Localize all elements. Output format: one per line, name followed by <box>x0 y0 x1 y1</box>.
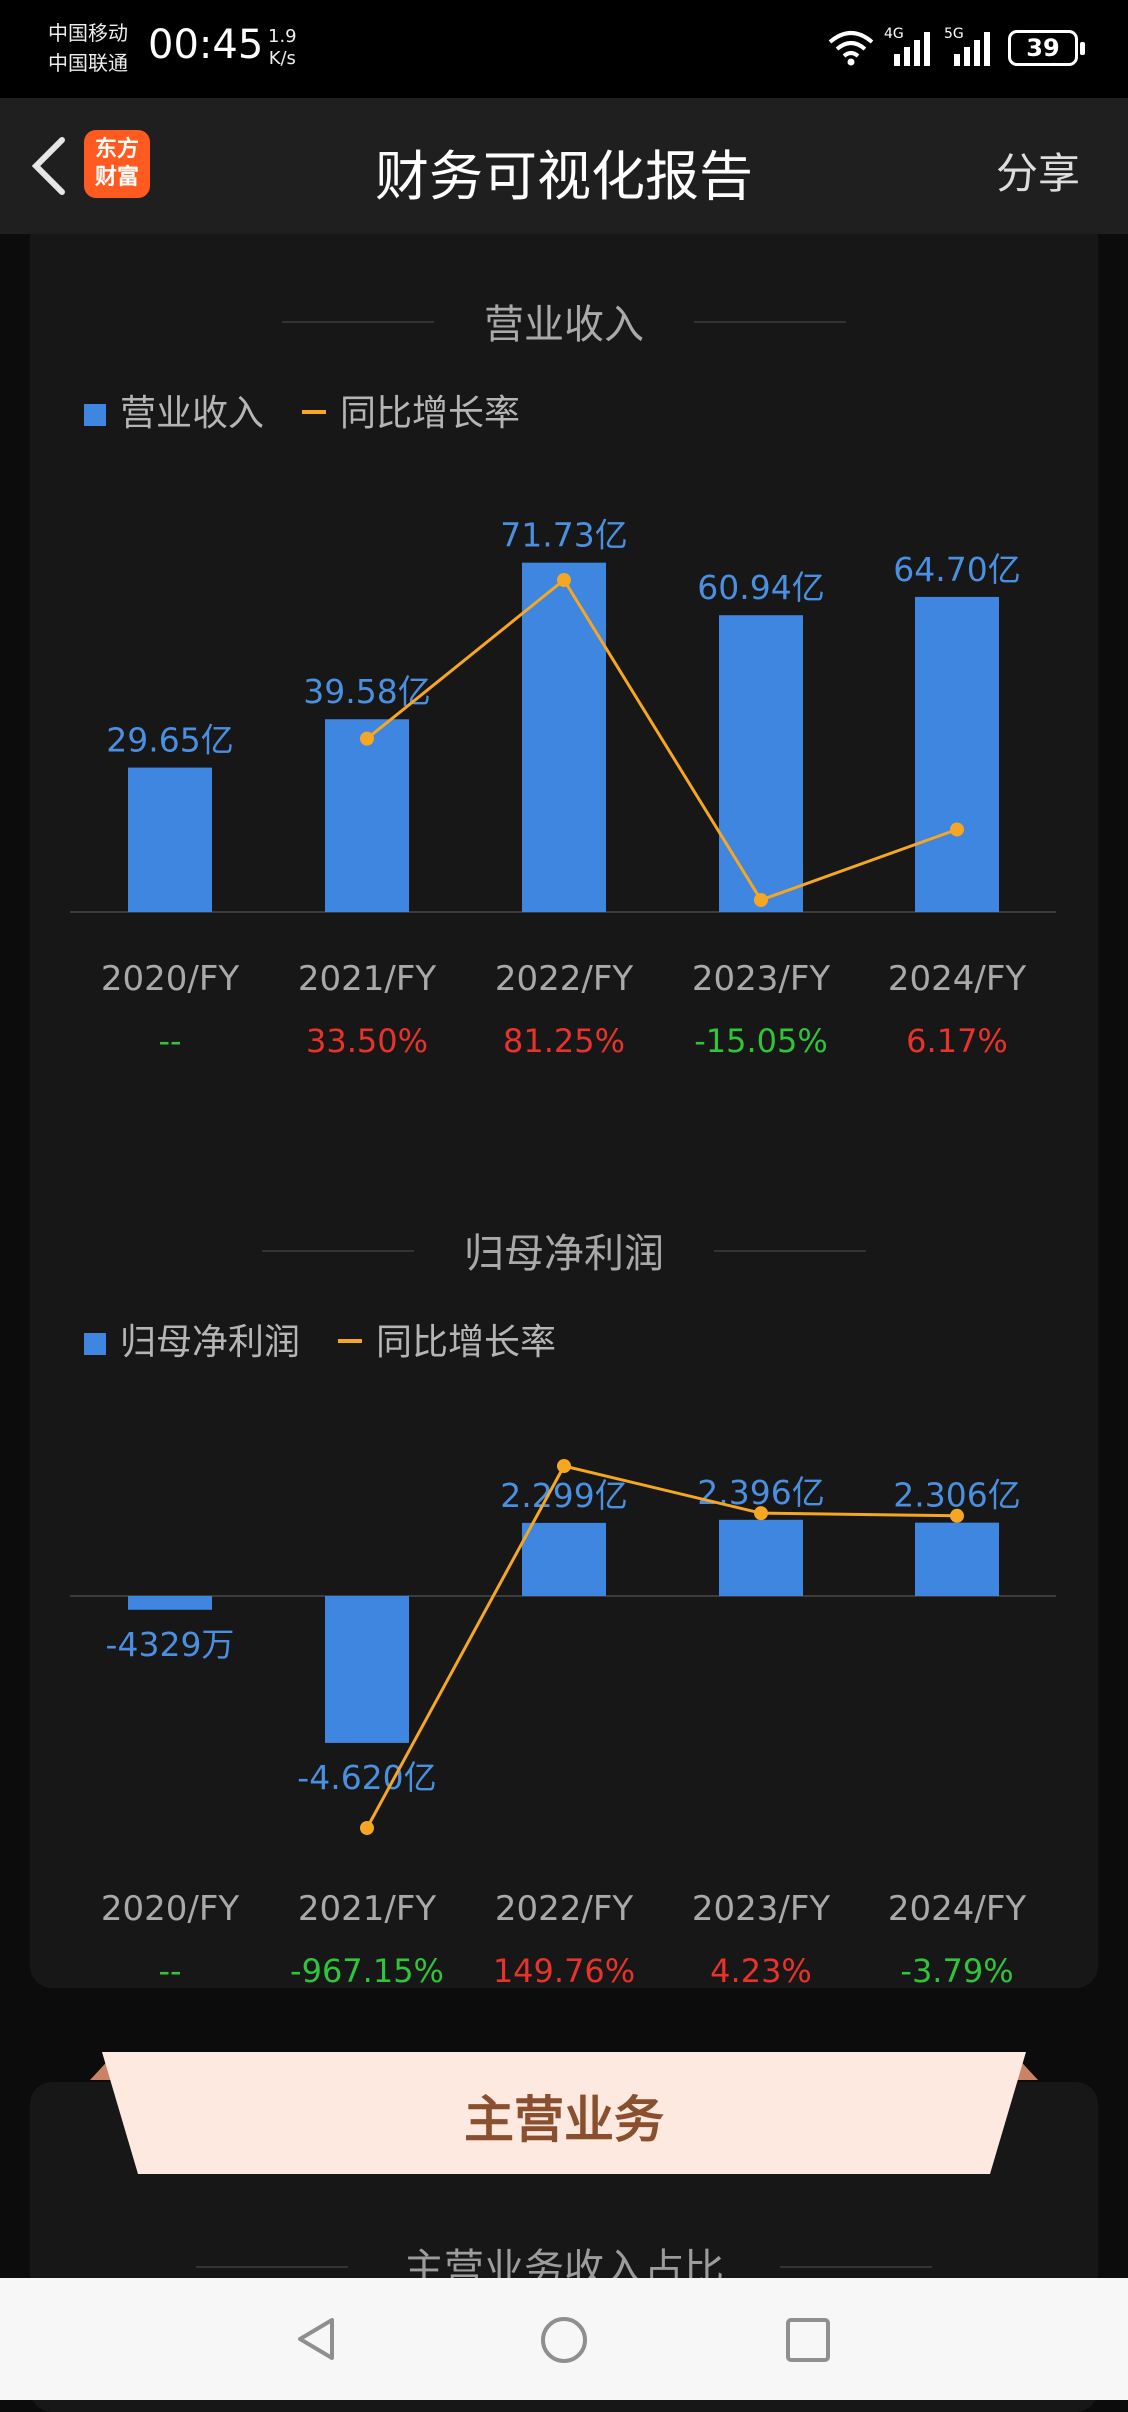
title-rule-right <box>714 1250 866 1252</box>
legend-bar-swatch <box>84 404 106 426</box>
bar-value-label: 60.94亿 <box>697 568 824 607</box>
bar-value-label: 29.65亿 <box>106 721 233 760</box>
title-rule-left <box>262 1250 414 1252</box>
legend-line-label: 同比增长率 <box>376 1322 557 1363</box>
carrier-1: 中国移动 <box>48 21 128 45</box>
title-rule-right <box>694 321 846 323</box>
bar-value-label: 64.70亿 <box>893 550 1020 589</box>
x-tick-label: 2023/FY <box>692 1889 831 1929</box>
growth-rate-point <box>557 573 571 587</box>
title-rule-left <box>196 2266 348 2268</box>
speed-unit: K/s <box>268 48 296 69</box>
status-time: 00:45 <box>148 22 264 68</box>
bar-2020/FY <box>128 1596 212 1610</box>
revenue-section-title: 营业收入 <box>484 302 644 348</box>
bar-2022/FY <box>522 562 606 912</box>
nav-back-icon[interactable] <box>294 2314 340 2364</box>
growth-rate-line <box>365 1464 958 1829</box>
profit-legend: 归母净利润 同比增长率 <box>84 1313 556 1365</box>
growth-rate-label: -15.05% <box>694 1022 828 1060</box>
legend-bar-swatch <box>84 1333 106 1355</box>
bar-value-label: 2.396亿 <box>697 1473 824 1512</box>
growth-rate-label: -- <box>158 1952 181 1990</box>
title-rule-right <box>780 2266 932 2268</box>
app-logo: 东方 财富 <box>84 130 150 198</box>
report-card <box>30 234 1098 1988</box>
growth-rate-point <box>360 731 374 746</box>
revenue-legend: 营业收入 同比增长率 <box>84 384 520 436</box>
bar-2023/FY <box>719 615 803 912</box>
battery-indicator: 39 <box>1008 30 1085 66</box>
bar-2024/FY <box>915 596 999 912</box>
profit-chart: -4329万 -4.620亿 2.299亿 2.396亿 2.306亿 2020/FY --… <box>70 1459 1056 1990</box>
status-bar: 中国移动 中国联通 00:45 1.9 K/s 4G 5G 39 <box>0 0 1128 98</box>
profit-section-title: 归母净利润 <box>464 1231 664 1277</box>
bar-value-label: 2.299亿 <box>500 1476 627 1515</box>
growth-rate-point <box>360 1821 374 1835</box>
growth-rate-line <box>366 577 958 902</box>
legend-line-swatch <box>302 410 327 414</box>
bar-value-label: 39.58亿 <box>303 672 430 711</box>
net-type-2: 5G <box>944 26 964 42</box>
bar-2024/FY <box>915 1522 999 1596</box>
bar-value-label: -4.620亿 <box>297 1758 436 1797</box>
revenue-chart: 29.65亿 39.58亿 71.73亿 60.94亿 64.70亿 2020/FY -- 2… <box>70 516 1056 1060</box>
x-tick-label: 2020/FY <box>101 1889 240 1929</box>
x-tick-label: 2022/FY <box>495 959 634 999</box>
bar-value-label: 2.306亿 <box>893 1476 1020 1515</box>
back-arrow-icon[interactable] <box>22 134 82 198</box>
carrier-info: 中国移动 中国联通 <box>48 18 128 78</box>
logo-line-1: 东方 <box>94 137 139 162</box>
growth-rate-point <box>754 1506 768 1521</box>
legend-line-swatch <box>338 1339 363 1343</box>
growth-rate-label: -967.15% <box>290 1952 444 1990</box>
title-rule-left <box>282 321 434 323</box>
bar-value-label: -4329万 <box>106 1625 235 1664</box>
main-business-title: 主营业务 <box>464 2091 664 2149</box>
network-speed: 1.9 K/s <box>268 26 297 70</box>
nav-recents-icon[interactable] <box>784 2316 832 2364</box>
carrier-2: 中国联通 <box>48 51 128 75</box>
growth-rate-point <box>557 1459 571 1473</box>
legend-bar-label: 营业收入 <box>120 393 265 434</box>
bar-value-label: 71.73亿 <box>500 516 627 555</box>
bar-2022/FY <box>522 1522 606 1596</box>
legend-line-label: 同比增长率 <box>340 393 521 434</box>
x-tick-label: 2021/FY <box>298 959 437 999</box>
growth-rate-label: 4.23% <box>710 1952 812 1990</box>
x-tick-label: 2024/FY <box>888 959 1027 999</box>
x-tick-label: 2023/FY <box>692 959 831 999</box>
growth-rate-label: 6.17% <box>906 1022 1008 1060</box>
growth-rate-point <box>754 893 768 907</box>
nav-home-icon[interactable] <box>538 2314 590 2366</box>
growth-rate-label: 81.25% <box>503 1022 625 1060</box>
signal-icon-2 <box>954 32 990 66</box>
legend-bar-label: 归母净利润 <box>120 1322 301 1363</box>
page-title: 财务可视化报告 <box>375 145 753 208</box>
system-nav-bar <box>0 2278 1128 2400</box>
x-tick-label: 2024/FY <box>888 1889 1027 1929</box>
growth-rate-label: -- <box>158 1022 181 1060</box>
growth-rate-label: 149.76% <box>493 1952 635 1990</box>
signal-icon-1 <box>894 32 930 66</box>
bar-2020/FY <box>128 767 212 912</box>
growth-rate-label: 33.50% <box>306 1022 428 1060</box>
bar-2021/FY <box>325 719 409 912</box>
speed-value: 1.9 <box>268 26 297 47</box>
wifi-icon <box>828 31 874 66</box>
main-business-banner <box>90 2052 1038 2174</box>
top-nav: 东方 财富 财务可视化报告 分享 <box>0 98 1128 234</box>
growth-rate-point <box>950 822 964 837</box>
x-tick-label: 2020/FY <box>101 959 240 999</box>
logo-line-2: 财富 <box>94 165 139 190</box>
bar-2023/FY <box>719 1519 803 1596</box>
x-tick-label: 2021/FY <box>298 1889 437 1929</box>
growth-rate-point <box>950 1508 964 1523</box>
net-type-1: 4G <box>884 26 904 42</box>
bar-2021/FY <box>325 1596 409 1743</box>
share-button[interactable]: 分享 <box>995 149 1080 198</box>
x-tick-label: 2022/FY <box>495 1889 634 1929</box>
growth-rate-label: -3.79% <box>900 1952 1013 1990</box>
